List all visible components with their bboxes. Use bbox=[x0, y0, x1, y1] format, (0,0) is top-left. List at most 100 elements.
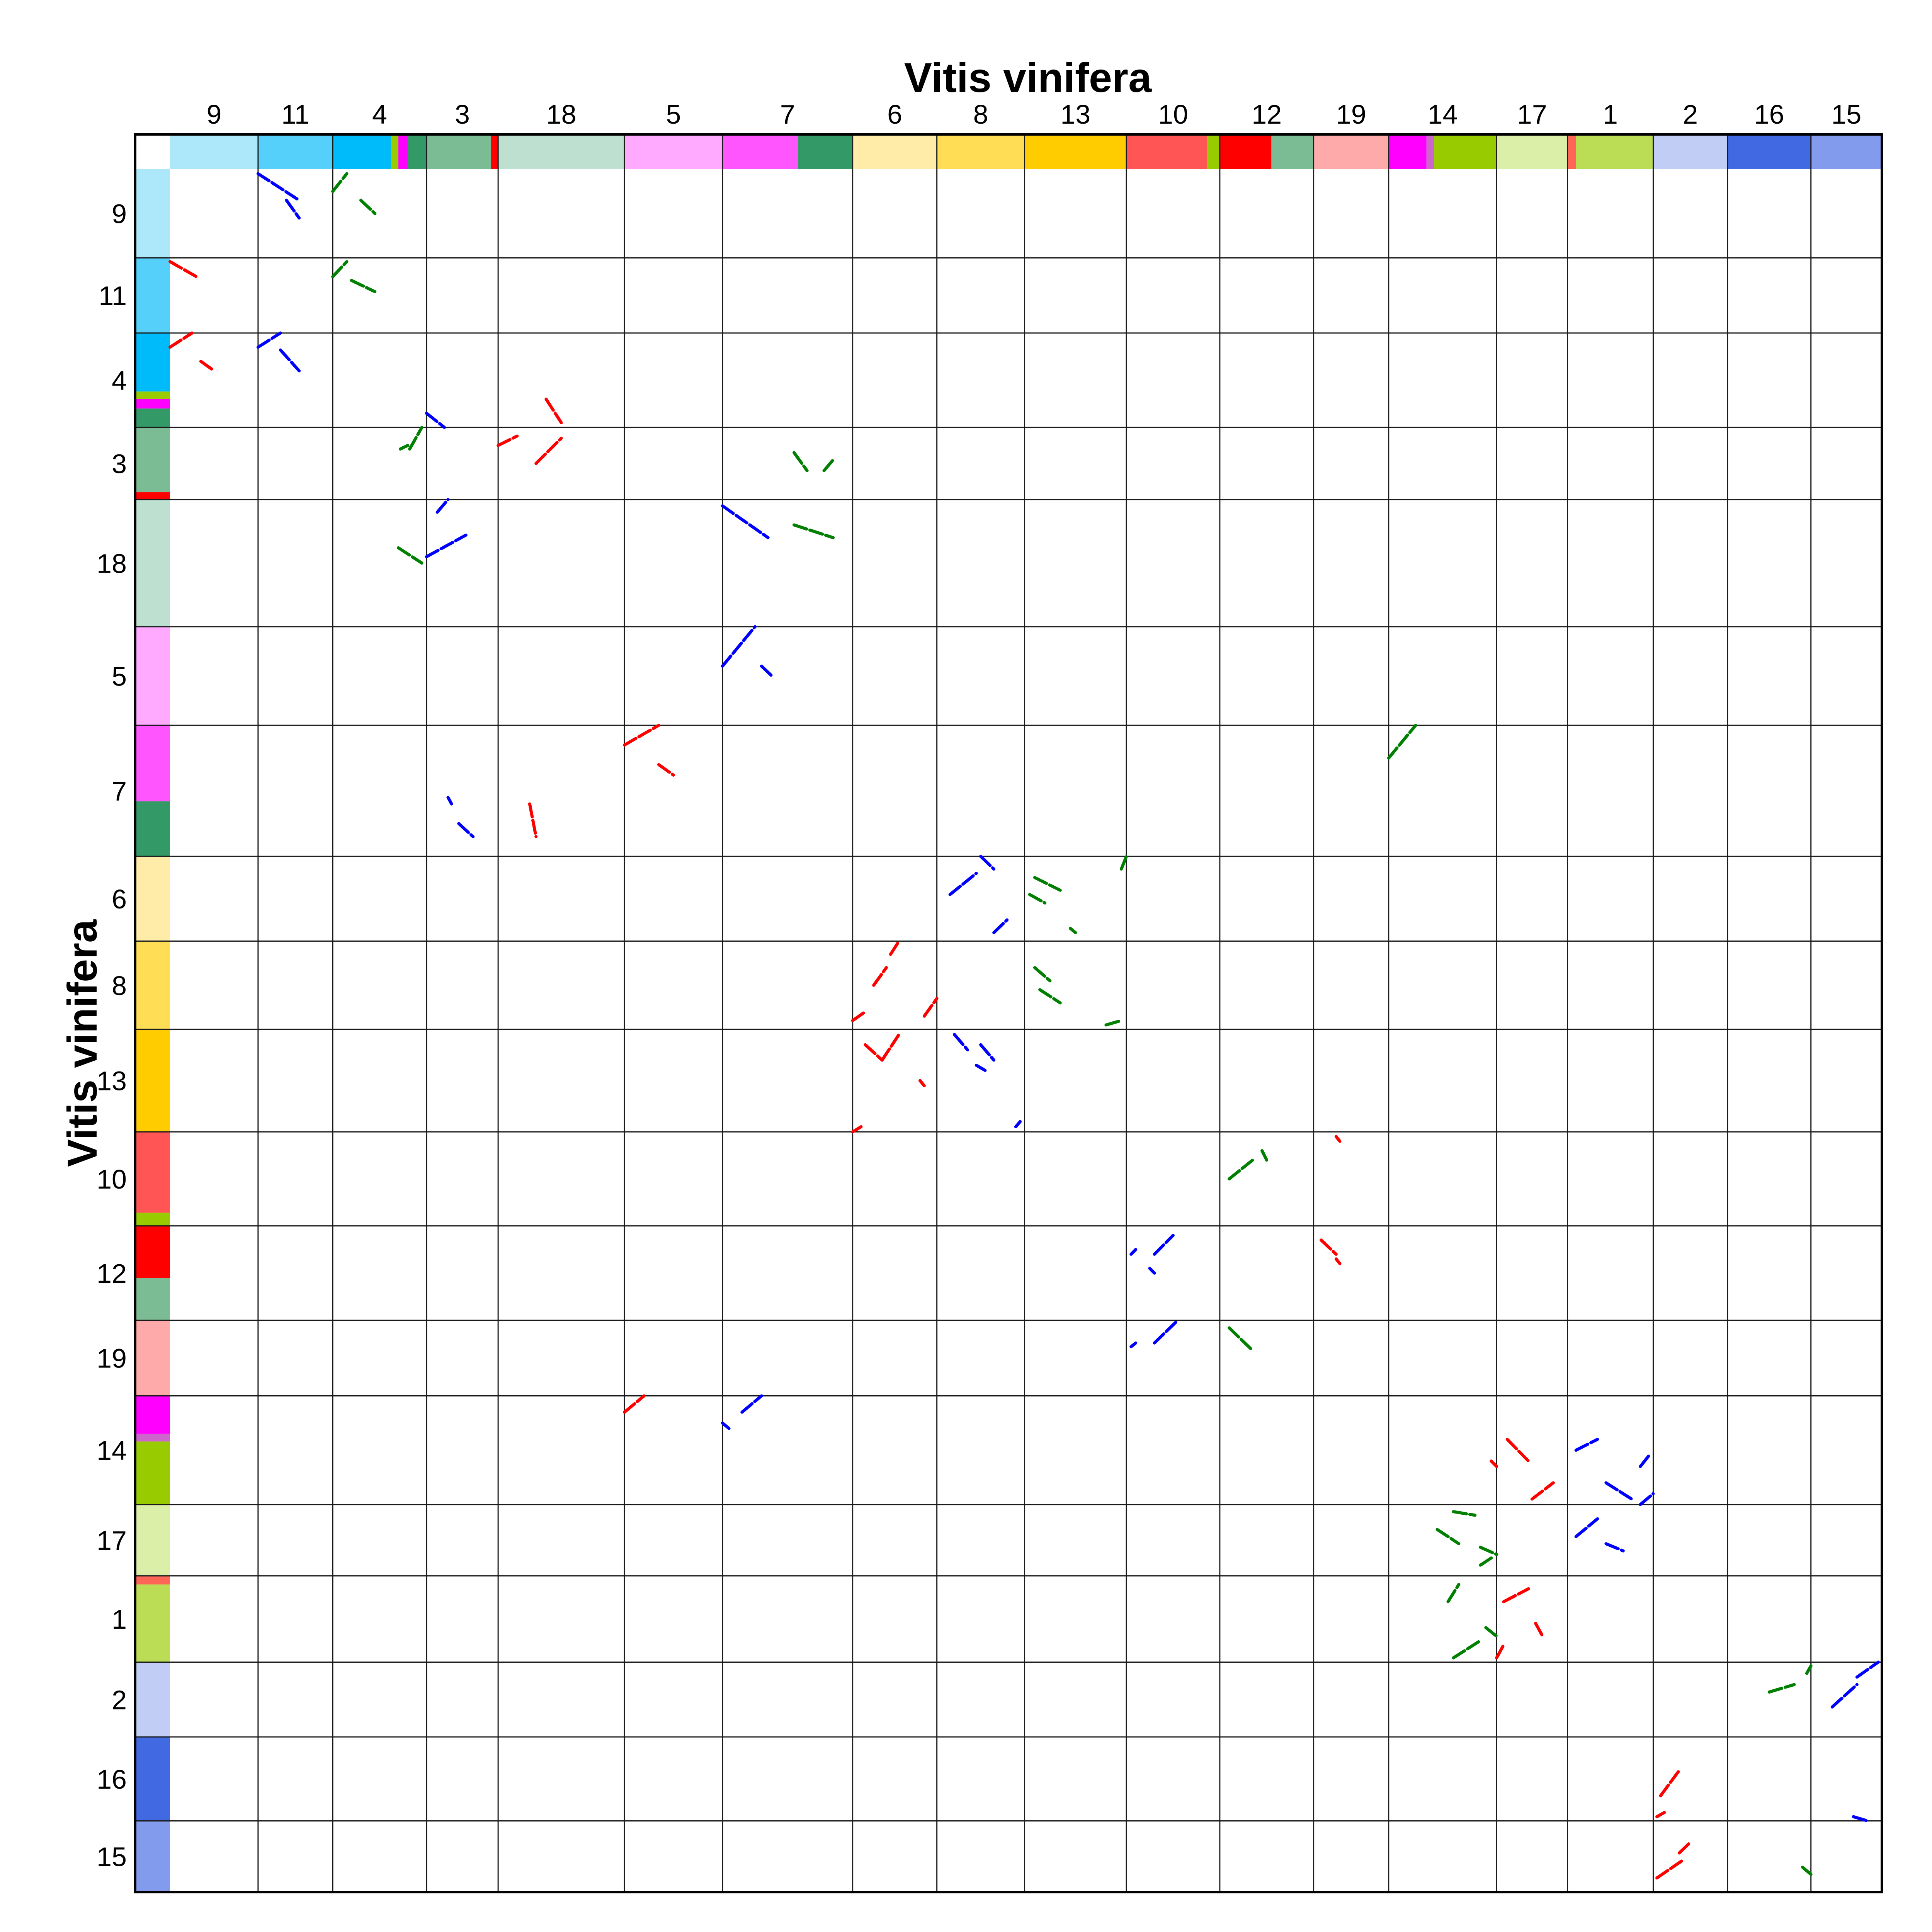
top-colorbar-block-10-0 bbox=[1126, 134, 1207, 169]
left-colorbar-block-10-0 bbox=[135, 1132, 170, 1213]
left-colorbar-block-17-0 bbox=[135, 1504, 170, 1576]
synteny-segment-12-vs-10 bbox=[1228, 1158, 1254, 1180]
left-colorbar-block-7-0 bbox=[135, 725, 170, 801]
top-colorbar-block-3-1 bbox=[491, 134, 498, 169]
synteny-segment-4-vs-11 bbox=[331, 260, 349, 279]
left-tick-label-18: 18 bbox=[97, 548, 127, 578]
synteny-segment-6-vs-13 bbox=[918, 1079, 926, 1087]
synteny-segment-4-vs-18 bbox=[397, 546, 423, 565]
synteny-segment-19-vs-12 bbox=[1320, 1238, 1338, 1256]
synteny-segment-17-vs-1 bbox=[1534, 1622, 1544, 1638]
top-colorbar-block-9-0 bbox=[170, 134, 258, 169]
left-colorbar-block-4-1 bbox=[135, 391, 170, 399]
synteny-segment-19-vs-12 bbox=[1334, 1257, 1342, 1265]
synteny-segment-6-vs-8 bbox=[922, 997, 939, 1018]
top-colorbar-block-19-0 bbox=[1313, 134, 1389, 169]
left-tick-label-10: 10 bbox=[97, 1164, 127, 1194]
top-tick-label-12: 12 bbox=[1252, 99, 1282, 129]
synteny-segment-1-vs-14 bbox=[1639, 1492, 1655, 1506]
left-tick-label-19: 19 bbox=[97, 1344, 127, 1374]
top-tick-label-11: 11 bbox=[281, 99, 310, 129]
top-colorbar-block-10-1 bbox=[1207, 134, 1220, 169]
synteny-segment-4-vs-11 bbox=[350, 279, 377, 293]
top-colorbar-block-4-3 bbox=[408, 134, 427, 169]
left-colorbar-block-4-2 bbox=[135, 399, 170, 409]
top-tick-label-13: 13 bbox=[1060, 99, 1090, 129]
synteny-segment-4-vs-9 bbox=[331, 172, 349, 193]
left-tick-label-3: 3 bbox=[112, 449, 127, 479]
synteny-segment-7-vs-18 bbox=[721, 504, 770, 539]
left-colorbar-block-16-0 bbox=[135, 1737, 170, 1821]
synteny-segment-8-vs-13 bbox=[953, 1033, 969, 1052]
synteny-segment-3-vs-18 bbox=[435, 498, 450, 514]
top-tick-label-9: 9 bbox=[206, 99, 221, 129]
left-colorbar-block-12-0 bbox=[135, 1226, 170, 1278]
top-colorbar-block-1-0 bbox=[1567, 134, 1576, 169]
top-colorbar-block-5-0 bbox=[624, 134, 723, 169]
top-colorbar-block-14-1 bbox=[1426, 134, 1434, 169]
left-tick-label-9: 9 bbox=[112, 199, 127, 229]
top-colorbar-block-1-1 bbox=[1576, 134, 1653, 169]
top-tick-label-2: 2 bbox=[1683, 99, 1698, 129]
top-colorbar-block-12-1 bbox=[1271, 134, 1314, 169]
synteny-segment-15-vs-16 bbox=[1852, 1815, 1869, 1823]
synteny-segment-8-vs-6 bbox=[979, 855, 996, 871]
top-colorbar-block-6-0 bbox=[852, 134, 937, 169]
left-colorbar-block-5-0 bbox=[135, 626, 170, 726]
left-colorbar-block-19-0 bbox=[135, 1320, 170, 1396]
synteny-segment-18-vs-7 bbox=[528, 802, 538, 838]
synteny-segment-14-vs-17 bbox=[1479, 1546, 1498, 1556]
left-tick-label-7: 7 bbox=[112, 776, 127, 806]
top-tick-label-8: 8 bbox=[973, 99, 988, 129]
top-colorbar-block-16-0 bbox=[1727, 134, 1811, 169]
left-colorbar-block-10-1 bbox=[135, 1213, 170, 1226]
left-colorbar-block-13-0 bbox=[135, 1029, 170, 1132]
synteny-segment-6-vs-8 bbox=[889, 939, 901, 956]
synteny-segment-10-vs-12 bbox=[1153, 1234, 1175, 1256]
top-colorbar-block-17-0 bbox=[1497, 134, 1568, 169]
synteny-segment-2-vs-16 bbox=[1659, 1769, 1681, 1798]
synteny-segment-6-vs-8 bbox=[872, 966, 888, 987]
synteny-segment-1-vs-17 bbox=[1574, 1517, 1599, 1538]
synteny-segment-17-vs-14 bbox=[1530, 1481, 1555, 1501]
synteny-segment-1-vs-17 bbox=[1604, 1542, 1625, 1553]
top-colorbar-block-4-0 bbox=[333, 134, 391, 169]
left-colorbar-block-3-1 bbox=[135, 492, 170, 500]
left-tick-label-15: 15 bbox=[97, 1842, 127, 1872]
top-colorbar-block-15-0 bbox=[1811, 134, 1882, 169]
left-colorbar-block-18-0 bbox=[135, 499, 170, 627]
left-tick-label-6: 6 bbox=[112, 884, 127, 914]
left-colorbar-block-4-0 bbox=[135, 333, 170, 392]
synteny-segment-12-vs-10 bbox=[1260, 1149, 1269, 1162]
synteny-segment-10-vs-12 bbox=[1129, 1248, 1138, 1256]
top-colorbar-block-3-0 bbox=[426, 134, 491, 169]
synteny-segment-3-vs-18 bbox=[425, 533, 468, 558]
left-tick-label-14: 14 bbox=[97, 1435, 127, 1466]
synteny-segment-19-vs-10 bbox=[1334, 1135, 1342, 1143]
top-colorbar bbox=[170, 134, 1882, 169]
left-tick-label-1: 1 bbox=[112, 1604, 127, 1634]
synteny-segment-1-vs-14 bbox=[1639, 1454, 1651, 1468]
synteny-segment-14-vs-17 bbox=[1435, 1528, 1461, 1546]
synteny-segment-3-vs-4 bbox=[425, 412, 446, 429]
synteny-segment-14-vs-1 bbox=[1452, 1639, 1482, 1660]
synteny-segment-14-vs-1 bbox=[1484, 1626, 1498, 1638]
top-colorbar-block-14-0 bbox=[1388, 134, 1427, 169]
synteny-segment-17-vs-1 bbox=[1495, 1643, 1505, 1660]
synteny-segment-13-vs-8 bbox=[1038, 988, 1062, 1005]
synteny-segment-13-vs-8 bbox=[1104, 1019, 1123, 1027]
synteny-segment-10-vs-12 bbox=[1148, 1267, 1156, 1275]
synteny-segment-9-vs-4 bbox=[168, 331, 194, 349]
plot-frame bbox=[134, 133, 1883, 1893]
top-colorbar-block-13-0 bbox=[1024, 134, 1127, 169]
top-tick-labels: 9 11 4 3 18 5 7 6 8 13 10 12 19 14 17 1 2 16 15 bbox=[206, 99, 1861, 129]
left-tick-label-4: 4 bbox=[112, 366, 127, 396]
left-colorbar-block-14-0 bbox=[135, 1396, 170, 1434]
top-colorbar-block-4-1 bbox=[391, 134, 399, 169]
synteny-segment-5-vs-14 bbox=[623, 1394, 646, 1414]
left-colorbar-block-4-3 bbox=[135, 408, 170, 428]
left-colorbar-block-7-1 bbox=[135, 801, 170, 857]
grid-lines bbox=[134, 134, 1882, 1892]
